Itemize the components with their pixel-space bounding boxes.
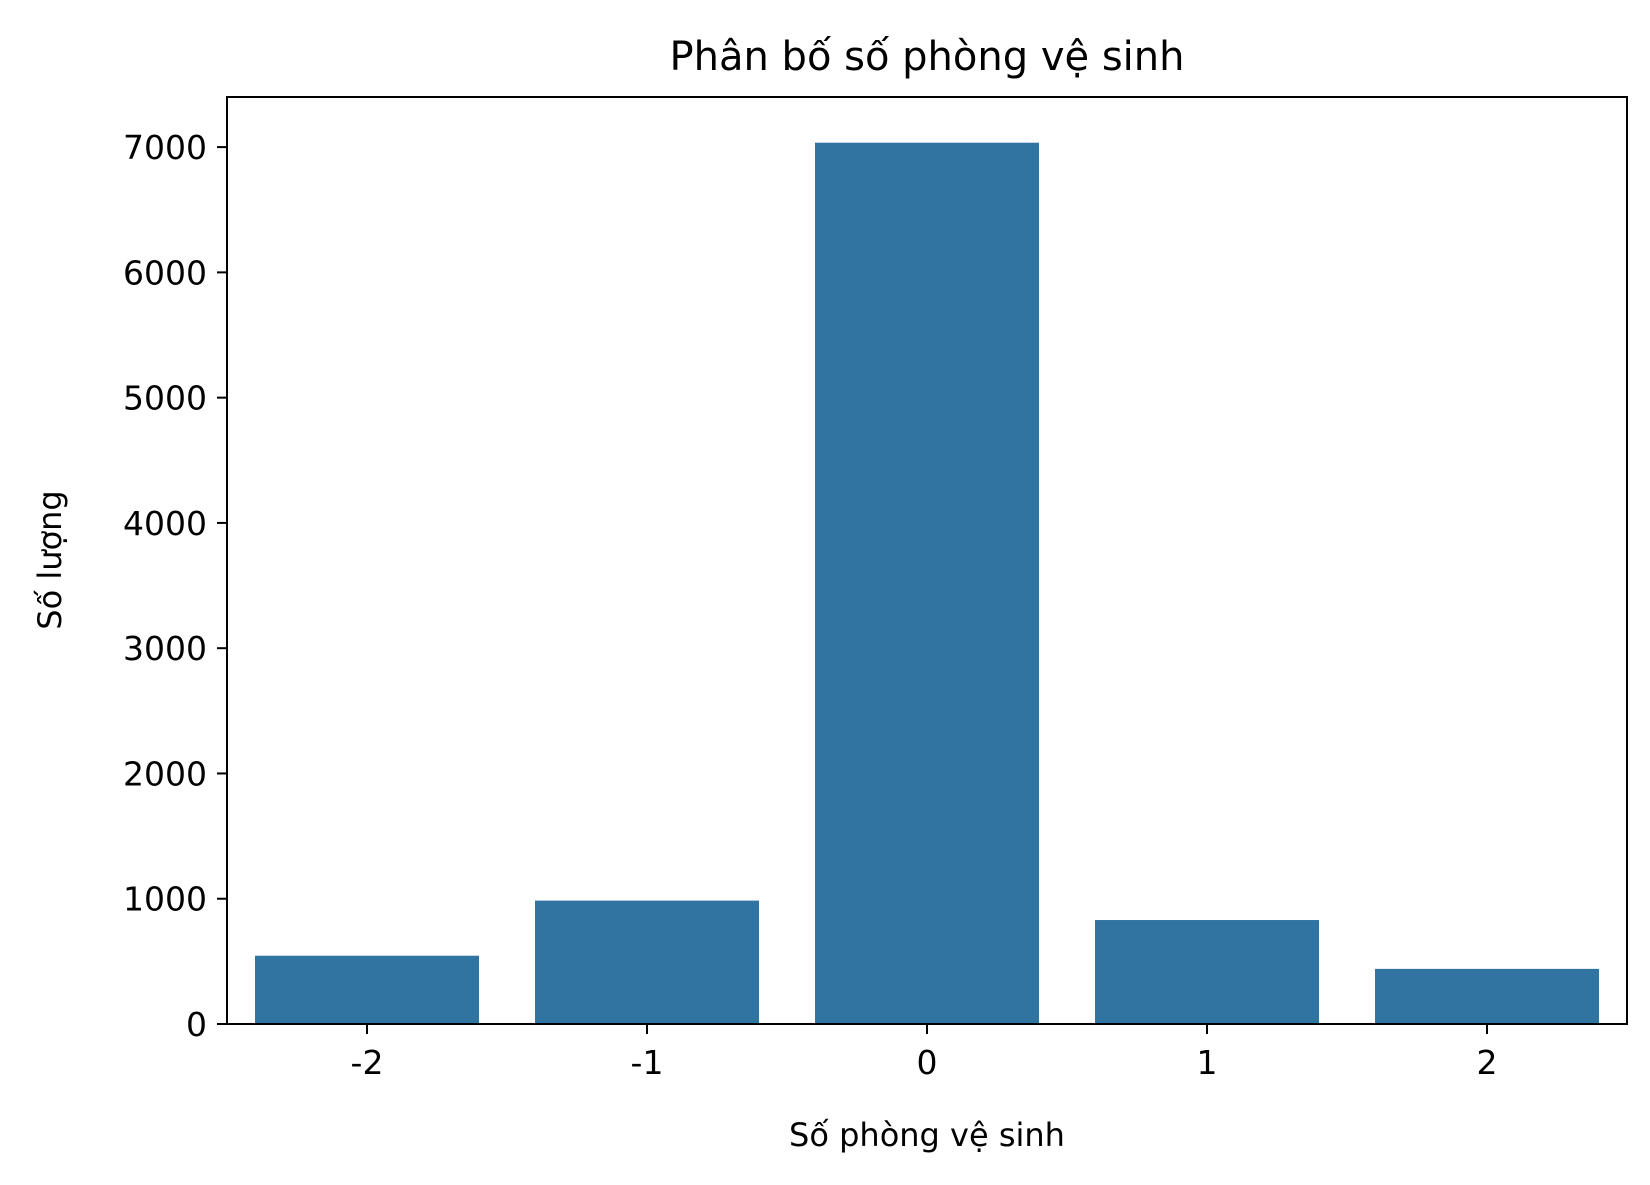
x-tick-label: -2 — [351, 1043, 384, 1082]
y-axis-label: Số lượng — [31, 490, 69, 629]
y-tick-label: 5000 — [123, 379, 207, 418]
x-axis-ticks: -2 -1 0 1 2 — [351, 1024, 1498, 1082]
x-tick-label: 1 — [1197, 1043, 1218, 1082]
bars-group — [255, 142, 1599, 1025]
y-tick-label: 1000 — [123, 880, 207, 919]
bar-1 — [1095, 920, 1319, 1024]
y-tick-label: 2000 — [123, 754, 207, 793]
y-tick-label: 0 — [186, 1005, 207, 1044]
x-tick-label: 0 — [917, 1043, 938, 1082]
x-axis-label: Số phòng vệ sinh — [789, 1116, 1065, 1154]
chart-title: Phân bố số phòng vệ sinh — [670, 34, 1185, 80]
y-tick-label: 3000 — [123, 629, 207, 668]
x-tick-label: 2 — [1477, 1043, 1498, 1082]
bar--2 — [255, 955, 479, 1024]
y-tick-label: 7000 — [123, 128, 207, 167]
y-axis-ticks: 0 1000 2000 3000 4000 5000 6000 7000 — [123, 128, 227, 1044]
plot-frame — [226, 96, 1628, 1025]
y-tick-label: 6000 — [123, 253, 207, 292]
x-tick-label: -1 — [631, 1043, 664, 1082]
bar-2 — [1375, 968, 1599, 1024]
bar-0 — [815, 142, 1039, 1025]
bar--1 — [535, 900, 759, 1024]
y-tick-label: 4000 — [123, 504, 207, 543]
